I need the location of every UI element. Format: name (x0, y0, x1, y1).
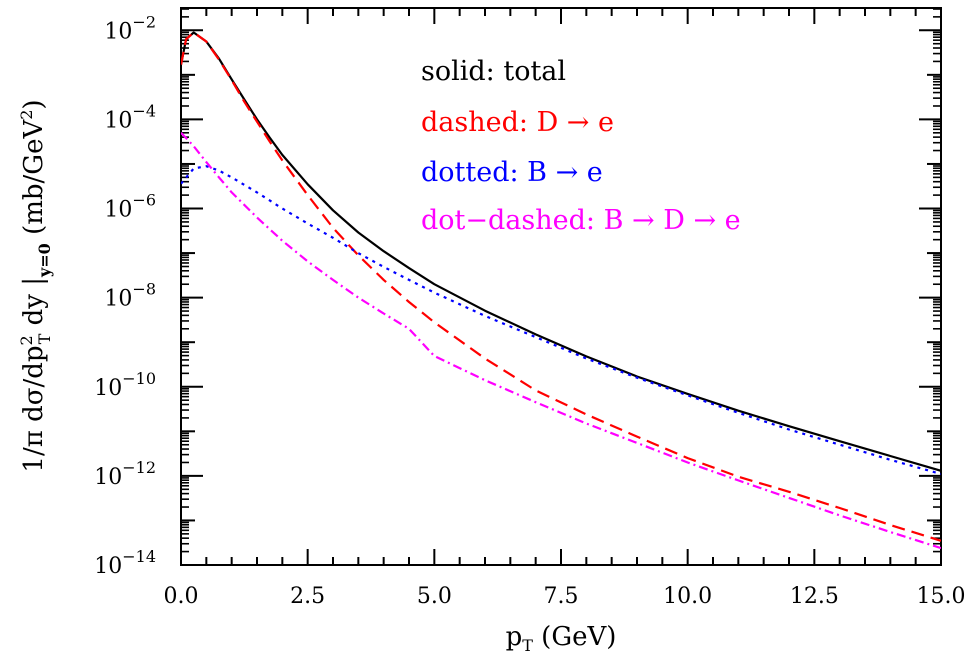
plot-frame (180, 7, 942, 566)
x-tick-label: 7.5 (544, 584, 579, 609)
series-layer (181, 31, 941, 550)
legend-entry: solid: total (421, 56, 566, 87)
y-tick-label: 10−8 (104, 280, 156, 312)
axis-ticks (180, 8, 942, 566)
y-tick-labels: 10−2 10−4 10−6 10−8 10−10 10−12 10−14 (94, 12, 156, 579)
y-axis-label: 1/π dσ/dp2T dy |y=0 (mb/GeV2) (17, 99, 54, 472)
x-tick-label: 5.0 (417, 584, 452, 609)
x-tick-label: 12.5 (790, 584, 839, 609)
x-tick-label: 0.0 (164, 584, 199, 609)
y-tick-label: 10−6 (104, 191, 156, 223)
series-dashed-line (181, 31, 941, 542)
x-axis-label: pT (GeV) (506, 622, 617, 655)
y-tick-label: 10−10 (94, 369, 156, 401)
y-tick-label: 10−2 (104, 12, 156, 44)
series-solid-line (181, 31, 941, 472)
x-tick-labels: 0.0 2.5 5.0 7.5 10.0 12.5 15.0 (164, 584, 966, 609)
y-tick-label: 10−14 (94, 547, 156, 579)
legend-entry: dashed: D → e (421, 107, 614, 138)
legend-entry: dot−dashed: B → D → e (421, 205, 741, 236)
series-dot-dashed-line (181, 132, 941, 550)
y-tick-label: 10−4 (104, 101, 156, 133)
legend-entry: dotted: B → e (421, 157, 603, 188)
x-tick-label: 15.0 (917, 584, 966, 609)
series-dotted-line (181, 165, 941, 476)
x-tick-label: 2.5 (290, 584, 325, 609)
y-tick-label: 10−12 (94, 458, 156, 490)
legend: solid: total dashed: D → e dotted: B → e do… (421, 56, 741, 236)
x-tick-label: 10.0 (663, 584, 712, 609)
